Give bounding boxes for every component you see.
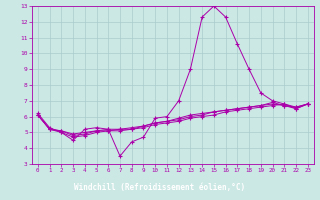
- Text: Windchill (Refroidissement éolien,°C): Windchill (Refroidissement éolien,°C): [75, 183, 245, 192]
